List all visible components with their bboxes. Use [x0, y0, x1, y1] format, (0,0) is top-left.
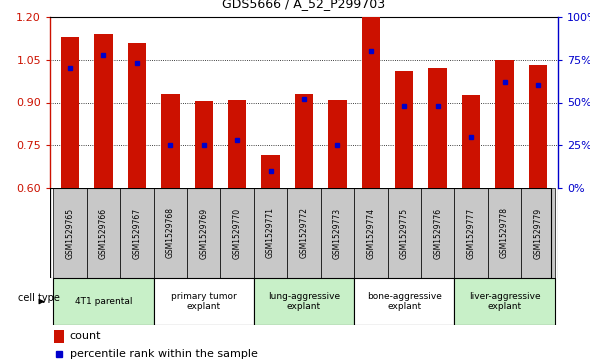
Text: GSM1529770: GSM1529770: [232, 207, 242, 258]
Text: GSM1529771: GSM1529771: [266, 208, 275, 258]
Text: bone-aggressive
explant: bone-aggressive explant: [367, 292, 442, 311]
Text: GSM1529776: GSM1529776: [433, 207, 442, 258]
FancyBboxPatch shape: [388, 188, 421, 278]
Bar: [529, 65, 547, 188]
FancyBboxPatch shape: [254, 188, 287, 278]
Text: GSM1529769: GSM1529769: [199, 207, 208, 258]
Text: GSM1529765: GSM1529765: [65, 207, 74, 258]
Text: liver-aggressive
explant: liver-aggressive explant: [468, 292, 540, 311]
Text: GSM1529772: GSM1529772: [300, 208, 309, 258]
Text: percentile rank within the sample: percentile rank within the sample: [70, 349, 257, 359]
FancyBboxPatch shape: [153, 188, 187, 278]
Bar: [496, 60, 514, 188]
Text: lung-aggressive
explant: lung-aggressive explant: [268, 292, 340, 311]
Text: GDS5666 / A_52_P299703: GDS5666 / A_52_P299703: [222, 0, 385, 10]
FancyBboxPatch shape: [488, 188, 521, 278]
FancyBboxPatch shape: [354, 278, 454, 325]
Bar: [54, 330, 64, 343]
Text: GSM1529766: GSM1529766: [99, 207, 108, 258]
FancyBboxPatch shape: [421, 188, 454, 278]
Text: GSM1529779: GSM1529779: [533, 207, 542, 258]
Bar: [94, 34, 113, 188]
Text: primary tumor
explant: primary tumor explant: [171, 292, 237, 311]
Text: GSM1529775: GSM1529775: [400, 207, 409, 258]
Bar: [228, 100, 247, 188]
FancyBboxPatch shape: [354, 188, 388, 278]
Bar: [395, 71, 414, 188]
Bar: [61, 37, 79, 188]
Text: GSM1529767: GSM1529767: [132, 207, 142, 258]
FancyBboxPatch shape: [87, 188, 120, 278]
Bar: [261, 155, 280, 188]
Text: count: count: [70, 331, 101, 341]
Bar: [428, 68, 447, 188]
FancyBboxPatch shape: [153, 278, 254, 325]
FancyBboxPatch shape: [521, 188, 555, 278]
Bar: [462, 95, 480, 188]
Bar: [362, 17, 380, 188]
Bar: [127, 42, 146, 188]
FancyBboxPatch shape: [321, 188, 354, 278]
Text: GSM1529778: GSM1529778: [500, 208, 509, 258]
Bar: [295, 94, 313, 188]
Text: 4T1 parental: 4T1 parental: [75, 297, 132, 306]
FancyBboxPatch shape: [53, 278, 153, 325]
Text: GSM1529773: GSM1529773: [333, 207, 342, 258]
Text: GSM1529774: GSM1529774: [366, 207, 375, 258]
FancyBboxPatch shape: [120, 188, 153, 278]
FancyBboxPatch shape: [287, 188, 321, 278]
Text: GSM1529777: GSM1529777: [467, 207, 476, 258]
FancyBboxPatch shape: [53, 188, 87, 278]
FancyBboxPatch shape: [454, 188, 488, 278]
Bar: [195, 101, 213, 188]
FancyBboxPatch shape: [221, 188, 254, 278]
Bar: [161, 94, 179, 188]
Bar: [328, 100, 346, 188]
Text: GSM1529768: GSM1529768: [166, 208, 175, 258]
FancyBboxPatch shape: [187, 188, 221, 278]
FancyBboxPatch shape: [454, 278, 555, 325]
FancyBboxPatch shape: [254, 278, 354, 325]
Text: cell type: cell type: [18, 293, 60, 303]
